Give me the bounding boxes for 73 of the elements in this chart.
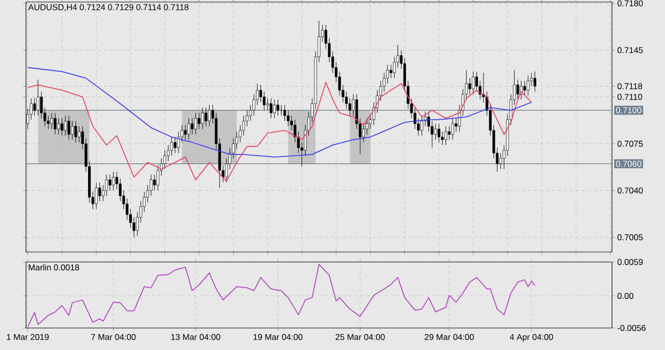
x-tick-label: 4 Apr 04:00 [510,334,554,342]
candlestick [68,115,70,140]
candlestick [201,107,204,130]
line-series [27,82,532,182]
candlestick [166,144,170,162]
y-tick-label: 0.7145 [618,47,643,54]
candlestick [78,126,80,143]
candlestick [266,98,269,111]
candlestick [270,98,272,119]
y-tick-label: 0.7075 [618,140,643,147]
chart-title: Marlin 0.0018 [28,264,80,270]
candlestick [94,182,98,210]
candlestick [64,115,67,136]
y-tick-label: 0.7110 [618,94,642,100]
candlestick [526,75,530,96]
x-tick-label: 29 Mar 04:00 [424,334,474,340]
y-tick-label: 0.7180 [618,0,643,6]
candlestick [184,124,187,140]
candlestick [434,123,437,140]
ref-line-label: 0.7100 [616,107,642,114]
x-tick-label: 7 Mar 04:00 [91,334,136,340]
candlestick [204,107,208,127]
candlestick [468,78,472,94]
candlestick [112,172,115,191]
candlestick [153,174,156,191]
candlestick [108,174,112,191]
y-tick-label: 0.7118 [618,83,642,90]
candlestick [259,84,262,103]
candlestick [444,126,448,146]
candlestick [276,99,280,116]
candlestick [198,112,200,130]
x-tick-label: 1 Mar 2019 [6,334,49,340]
candlestick [273,99,276,119]
x-tick-label: 25 Mar 04:00 [336,334,385,340]
candlestick [163,150,166,170]
y-tick-label: 0.7040 [618,188,643,194]
candlestick [190,118,194,135]
ref-line-label: 0.7060 [616,160,642,167]
candlestick [534,71,536,92]
candlestick [348,98,352,116]
chart-title: AUDUSD,H4 0.7124 0.7129 0.7114 0.7118 [28,4,188,12]
candlestick [36,79,40,116]
candlestick [283,104,286,122]
candlestick [54,112,56,135]
candlestick [57,118,60,135]
candlestick [420,115,424,136]
candlestick [187,118,190,140]
y-tick-label: -0.0056 [618,325,646,331]
x-tick-label: 13 Mar 04:00 [171,334,220,340]
y-tick-label: 0.7005 [618,234,643,240]
candlestick [235,131,238,150]
candlestick [33,98,36,116]
candlestick [194,112,197,135]
candlestick [448,126,451,140]
candlestick [174,136,176,154]
candlestick [451,118,454,140]
candlestick [46,115,50,130]
candlestick [390,64,392,78]
candlestick [118,178,122,202]
candlestick [60,118,64,136]
candlestick [427,111,430,132]
candlestick [438,123,440,143]
candlestick [98,182,102,202]
candlestick [70,120,74,140]
x-tick-label: 19 Mar 04:00 [254,334,302,340]
y-tick-label: 0.00 [618,292,634,299]
candlestick [523,80,526,96]
candlestick [50,112,54,130]
candlestick [472,71,475,94]
candlestick [516,79,520,100]
candlestick [208,104,211,127]
candlestick [74,120,78,143]
y-tick-label: 0.0059 [618,259,643,265]
